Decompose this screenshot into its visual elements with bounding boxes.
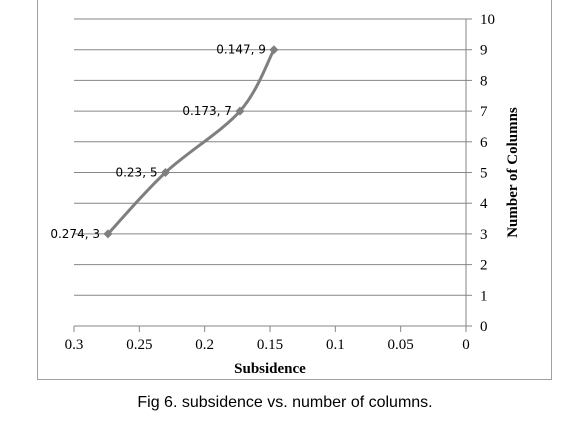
- data-label-0: 0.274, 3: [50, 227, 100, 241]
- y-axis-title: Number of Columns: [505, 107, 521, 238]
- x-tick-label-0: 0.3: [65, 337, 84, 353]
- data-label-1: 0.23, 5: [115, 166, 157, 180]
- y-tick-label-0: 0: [480, 319, 488, 335]
- x-axis-title: Subsidence: [234, 361, 306, 377]
- x-tick-label-3: 0.15: [257, 337, 283, 353]
- data-point-marker-2: [235, 106, 245, 116]
- data-label-3: 0.147, 9: [216, 43, 266, 57]
- data-point-marker-3: [269, 45, 279, 55]
- y-tick-label-4: 4: [480, 196, 488, 212]
- y-tick-label-3: 3: [480, 227, 488, 243]
- y-tick-label-8: 8: [480, 73, 488, 89]
- y-tick-label-6: 6: [480, 135, 488, 151]
- x-tick-label-5: 0.05: [388, 337, 414, 353]
- y-tick-label-10: 10: [480, 12, 495, 28]
- data-point-marker-1: [160, 168, 170, 177]
- y-tick-label-2: 2: [480, 258, 488, 274]
- y-tick-label-9: 9: [480, 43, 488, 59]
- y-tick-label-5: 5: [480, 166, 488, 182]
- x-tick-label-6: 0: [462, 337, 470, 353]
- figure-caption: Fig 6. subsidence vs. number of columns.: [137, 394, 433, 411]
- line-chart: 0.3 0.25 0.2 0.15 0.1 0.05 00 1 2 3 4 5 6 7 8 9 10 Subsid…: [50, 12, 521, 377]
- y-tick-label-7: 7: [480, 104, 488, 120]
- data-point-marker-0: [103, 229, 113, 239]
- y-tick-label-1: 1: [480, 288, 488, 304]
- x-tick-label-1: 0.25: [126, 337, 152, 353]
- series-line-0: [106, 48, 276, 235]
- x-tick-label-4: 0.1: [326, 337, 345, 353]
- data-label-2: 0.173, 7: [182, 104, 232, 118]
- x-tick-label-2: 0.2: [195, 337, 214, 353]
